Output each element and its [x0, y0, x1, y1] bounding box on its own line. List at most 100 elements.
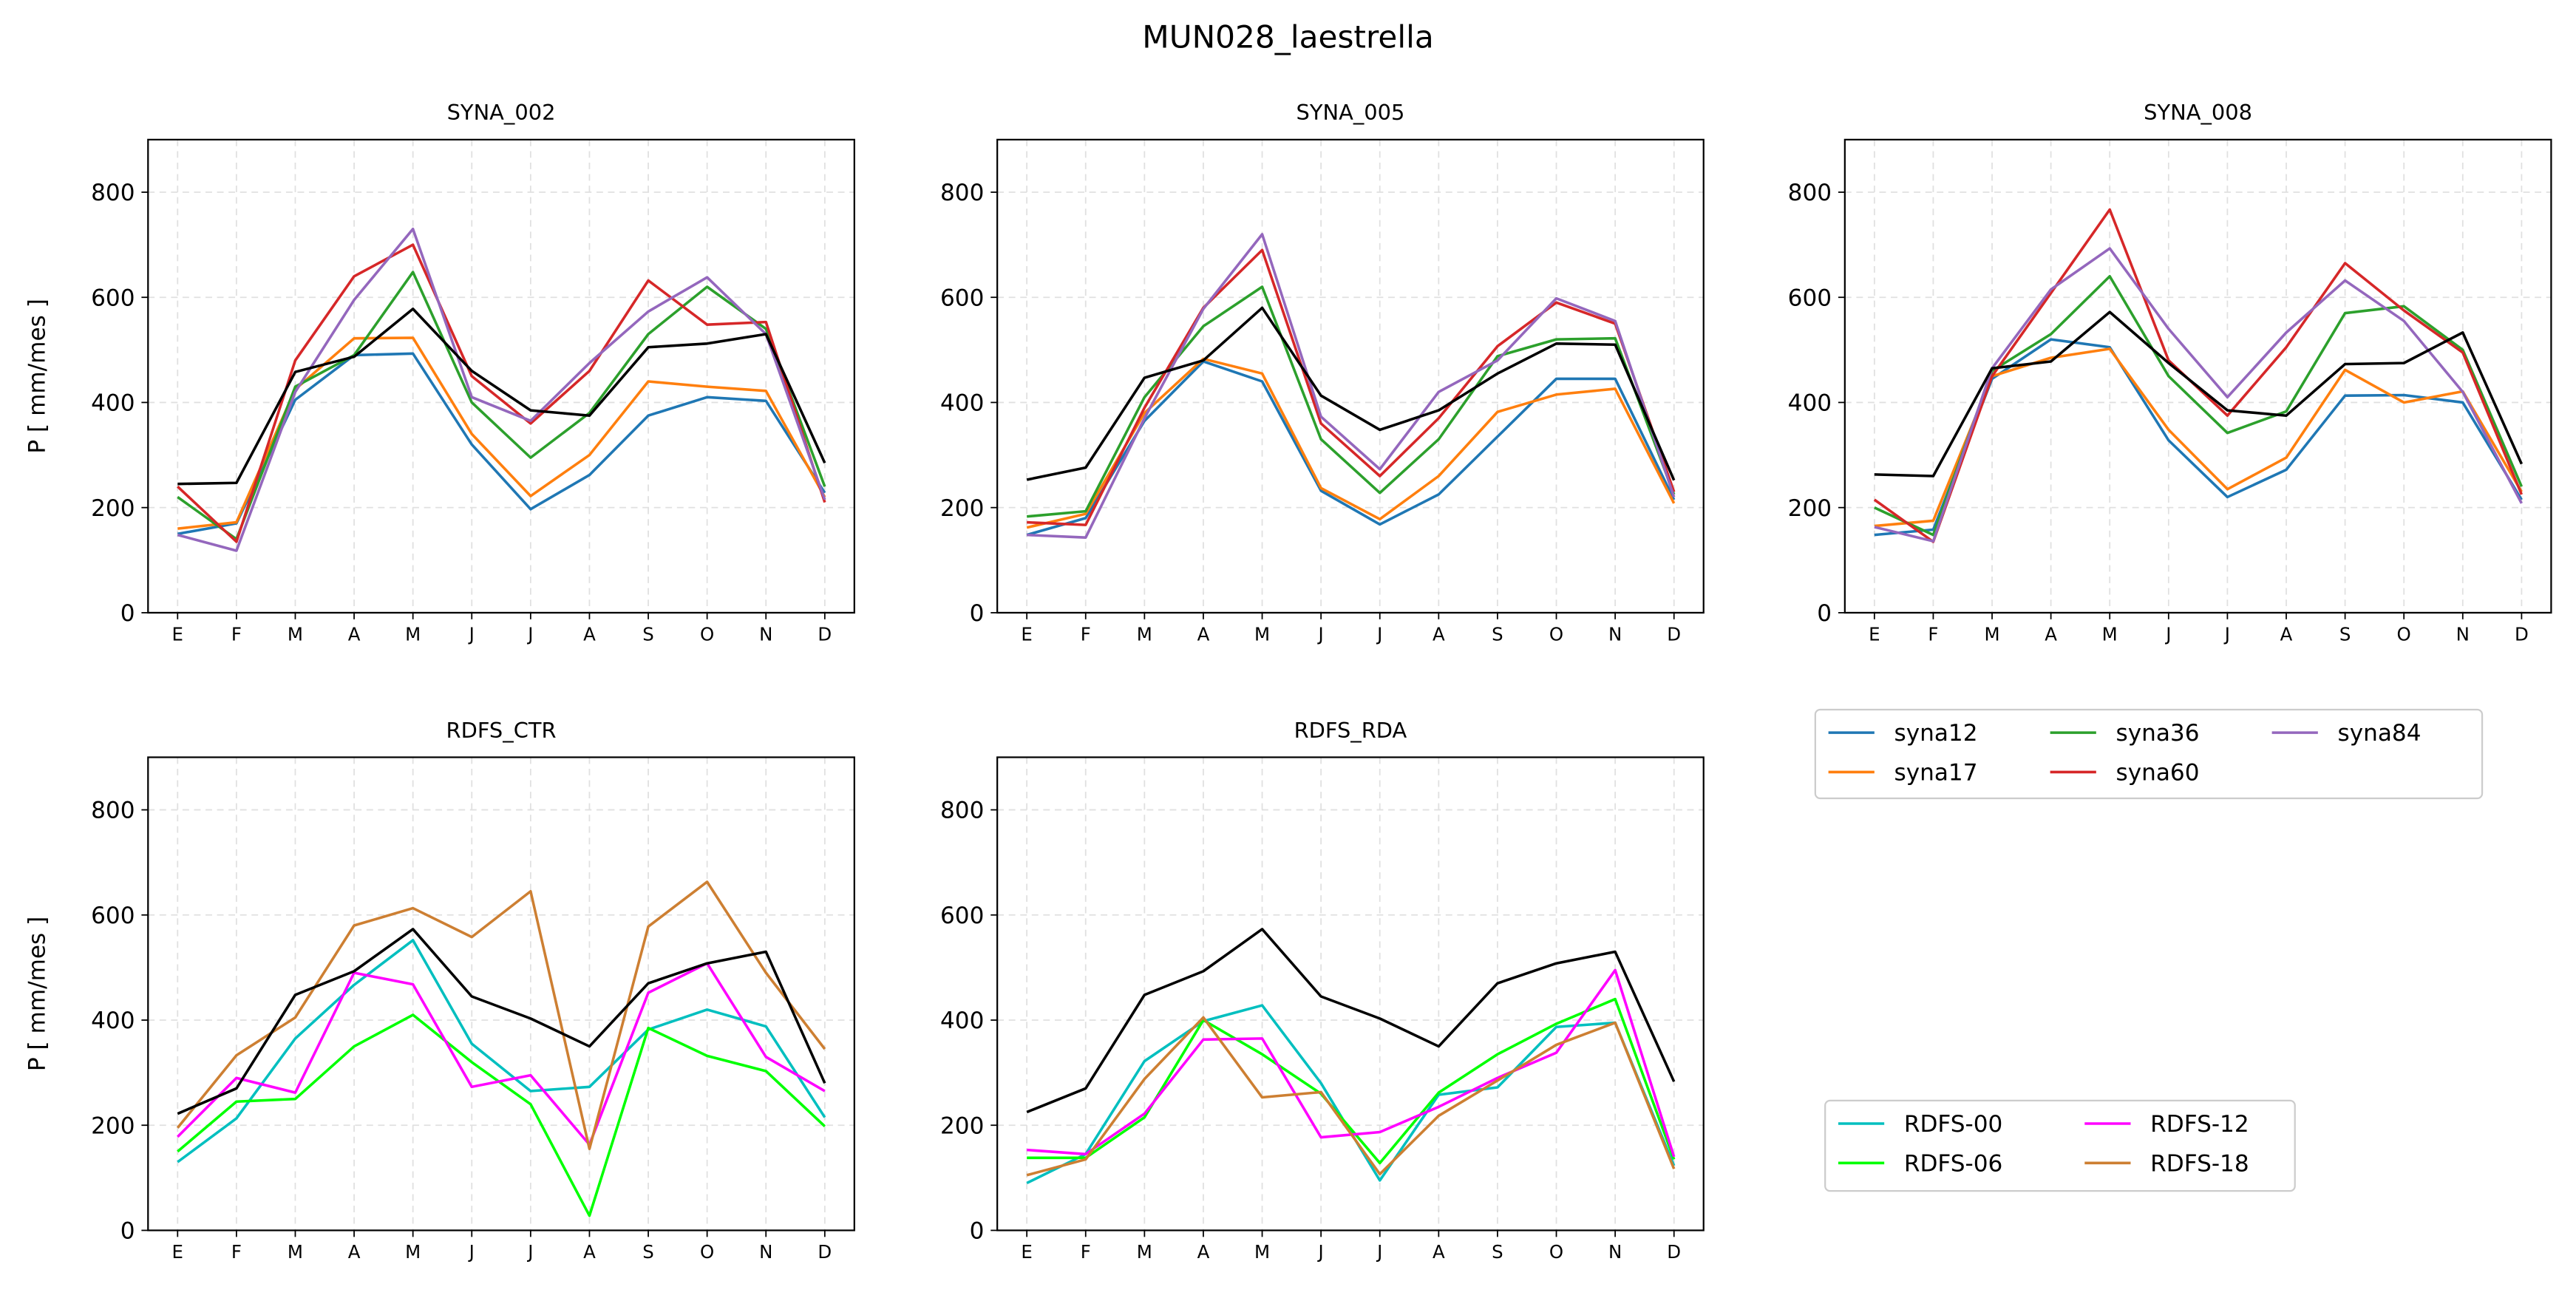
series-line-syna36 — [177, 271, 826, 541]
x-tick-label: M — [405, 1241, 421, 1263]
legend-label: RDFS-06 — [1904, 1150, 2002, 1177]
series-line-RDFS-06 — [1027, 997, 1676, 1165]
axes-frame — [147, 138, 855, 614]
x-tick-label: J — [468, 1241, 475, 1263]
x-tick-label: J — [468, 624, 475, 645]
y-tick-label: 0 — [120, 1218, 135, 1245]
y-tick-label: 600 — [91, 285, 135, 311]
x-tick-label: S — [1492, 1241, 1503, 1263]
x-tick-label: F — [1928, 624, 1938, 645]
series-line-syna36 — [1027, 285, 1676, 518]
axes-frame — [147, 756, 855, 1232]
series-line-reference — [177, 308, 826, 486]
x-tick-label: A — [1197, 624, 1210, 645]
series-line-RDFS-06 — [177, 1013, 826, 1217]
y-axis-label: P [ mm/mes ] — [24, 917, 50, 1071]
y-tick-label: 600 — [940, 285, 984, 311]
panel-rdfs_rda: E F M A M J J A S O N D 0 200 400 600 800 RDFS_RDA — [940, 718, 1705, 1263]
y-tick-label: 400 — [91, 1008, 135, 1034]
y-tick-label: 200 — [1788, 495, 1832, 522]
legend-label: syna60 — [2116, 760, 2200, 787]
y-tick-label: 800 — [91, 180, 135, 206]
x-tick-label: F — [1081, 1241, 1091, 1263]
x-tick-label: J — [526, 624, 533, 645]
x-tick-label: S — [2339, 624, 2351, 645]
y-tick-label: 400 — [1788, 390, 1832, 417]
x-tick-label: J — [1376, 624, 1382, 645]
series-line-RDFS-12 — [177, 962, 826, 1147]
x-tick-label: A — [1433, 1241, 1445, 1263]
y-tick-label: 0 — [1817, 600, 1832, 627]
x-tick-label: M — [1254, 624, 1270, 645]
x-tick-label: F — [231, 624, 242, 645]
x-tick-label: J — [526, 1241, 533, 1263]
x-tick-label: M — [288, 1241, 303, 1263]
legend-label: RDFS-00 — [1904, 1111, 2002, 1138]
x-tick-label: S — [642, 624, 654, 645]
y-tick-label: 0 — [970, 600, 985, 627]
series-line-RDFS-18 — [176, 880, 826, 1151]
y-tick-label: 800 — [940, 180, 984, 206]
x-tick-label: S — [642, 1241, 654, 1263]
x-tick-label: D — [818, 624, 832, 645]
x-tick-label: M — [1984, 624, 1999, 645]
legend-label: RDFS-12 — [2150, 1111, 2249, 1138]
x-tick-label: O — [2397, 624, 2411, 645]
x-tick-label: S — [1492, 624, 1503, 645]
series-line-reference — [1874, 310, 2524, 478]
y-tick-label: 400 — [940, 390, 984, 417]
x-tick-label: N — [759, 624, 772, 645]
series-line-reference — [1026, 306, 1676, 481]
axes-frame — [996, 138, 1705, 614]
x-tick-label: D — [2515, 624, 2529, 645]
x-tick-label: E — [172, 624, 183, 645]
y-tick-label: 200 — [940, 1113, 984, 1139]
panel-syna_005: E F M A M J J A S O N D 0 200 400 600 800 SYNA_005 — [940, 100, 1705, 645]
x-tick-label: O — [700, 624, 714, 645]
x-tick-label: D — [1667, 1241, 1681, 1263]
series-line-RDFS-18 — [1026, 1016, 1676, 1177]
series-line-syna84 — [1027, 233, 1676, 539]
x-tick-label: A — [1197, 1241, 1210, 1263]
figure-title: MUN028_laestrella — [1142, 18, 1433, 55]
y-tick-label: 200 — [940, 495, 984, 522]
panel-rdfs_ctr: E F M A M J J A S O N D 0 200 400 600 800 RDFS_CTR P [ mm/… — [24, 718, 855, 1263]
legend-1: syna12 syna17 syna36 syna60 syna84 — [1814, 708, 2484, 800]
series-line-reference — [1026, 928, 1676, 1114]
y-tick-label: 800 — [940, 798, 984, 824]
x-tick-label: N — [1608, 1241, 1622, 1263]
panel-syna_002: E F M A M J J A S O N D 0 200 400 600 800 SYNA_002 P [ mm/… — [24, 100, 855, 645]
x-tick-label: O — [1549, 1241, 1563, 1263]
x-tick-label: M — [2102, 624, 2118, 645]
series-line-reference — [177, 928, 826, 1115]
x-tick-label: J — [1317, 624, 1324, 645]
x-tick-label: M — [1254, 1241, 1270, 1263]
x-tick-label: A — [348, 624, 361, 645]
y-tick-label: 0 — [120, 600, 135, 627]
legend-label: syna36 — [2116, 720, 2200, 747]
y-tick-label: 600 — [1788, 285, 1832, 311]
y-tick-label: 200 — [91, 495, 135, 522]
series-line-syna60 — [1027, 248, 1676, 526]
y-tick-label: 800 — [1788, 180, 1832, 206]
y-tick-label: 800 — [91, 798, 135, 824]
panel-syna_008: E F M A M J J A S O N D 0 200 400 600 800 SYNA_008 — [1788, 100, 2552, 645]
legend-label: syna84 — [2338, 720, 2422, 747]
x-tick-label: O — [1549, 624, 1563, 645]
x-tick-label: A — [2045, 624, 2057, 645]
series-line-RDFS-00 — [177, 939, 826, 1164]
x-tick-label: E — [1021, 624, 1032, 645]
panel-title: SYNA_002 — [447, 100, 556, 125]
y-tick-label: 600 — [940, 903, 984, 929]
x-tick-label: E — [1869, 624, 1880, 645]
y-tick-label: 200 — [91, 1113, 135, 1139]
series-line-syna84 — [1874, 247, 2523, 543]
x-tick-label: E — [1021, 1241, 1032, 1263]
legend-2: RDFS-00 RDFS-06 RDFS-12 RDFS-18 — [1824, 1099, 2296, 1192]
x-tick-label: O — [700, 1241, 714, 1263]
x-tick-label: D — [818, 1241, 832, 1263]
x-tick-label: M — [288, 624, 303, 645]
series-line-syna84 — [177, 227, 826, 552]
x-tick-label: N — [759, 1241, 772, 1263]
